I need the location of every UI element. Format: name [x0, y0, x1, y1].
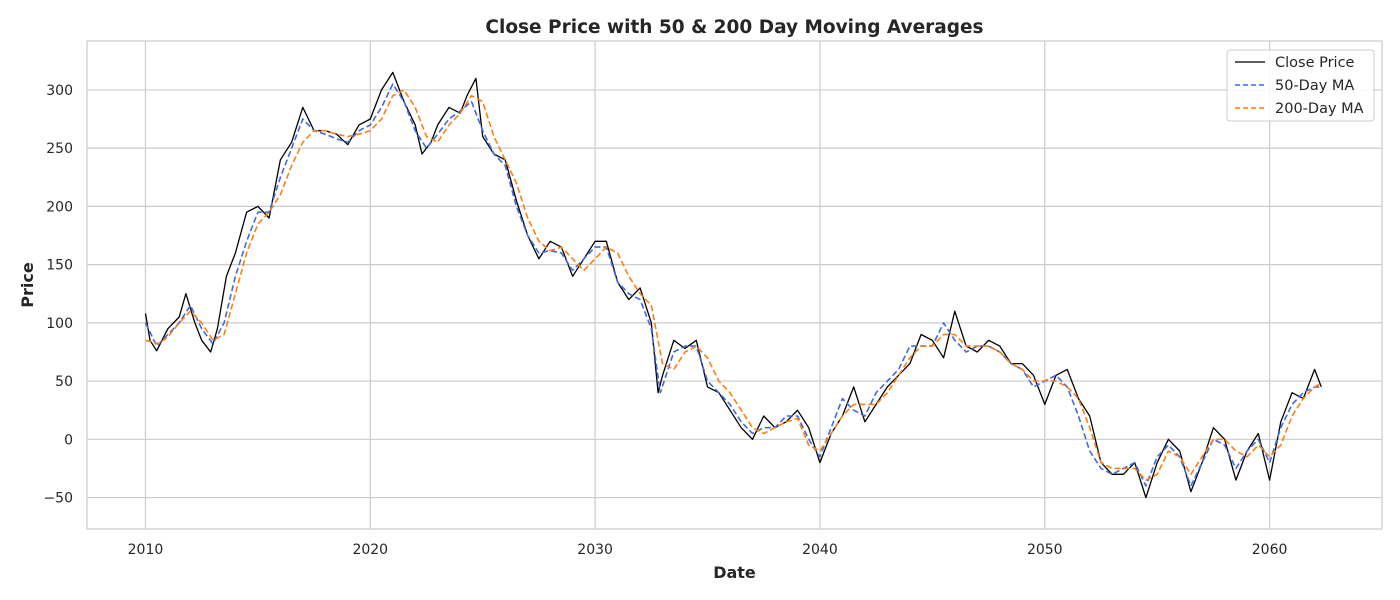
y-tick-label: −50: [43, 491, 73, 507]
y-tick-label: 100: [46, 316, 73, 332]
series-line-50-day-ma: [144, 83, 1322, 487]
y-tick-label: 250: [46, 141, 73, 157]
series-line-200-day-ma: [145, 89, 1322, 481]
chart-title: Close Price with 50 & 200 Day Moving Ave…: [485, 17, 983, 38]
series-line-close-price: [144, 71, 1322, 499]
y-tick-label: 200: [46, 199, 73, 215]
x-tick-label: 2010: [128, 542, 164, 558]
series-lines: [144, 71, 1322, 499]
y-tick-label: 0: [64, 432, 73, 448]
legend-label-50-day-ma: 50-Day MA: [1275, 78, 1354, 94]
y-tick-label: 300: [46, 83, 73, 99]
x-tick-label: 2050: [1027, 542, 1063, 558]
legend: Close Price 50-Day MA 200-Day MA: [1226, 49, 1375, 122]
legend-box: [1226, 49, 1375, 122]
x-tick-label: 2020: [352, 542, 388, 558]
legend-label-close-price: Close Price: [1275, 55, 1355, 71]
plot-area-frame: [86, 40, 1383, 530]
y-tick-label: 150: [46, 258, 73, 274]
grid-lines: [87, 41, 1382, 529]
x-axis-title: Date: [713, 563, 756, 582]
x-tick-label: 2040: [802, 542, 838, 558]
y-tick-label: 50: [55, 374, 73, 390]
x-tick-label: 2060: [1252, 542, 1288, 558]
x-tick-label: 2030: [577, 542, 613, 558]
y-axis-title: Price: [18, 262, 37, 308]
y-axis-ticks: −50 0 50 100 150 200 250 300: [43, 83, 73, 507]
x-axis-ticks: 2010 2020 2030 2040 2050 2060: [128, 542, 1288, 558]
legend-label-200-day-ma: 200-Day MA: [1275, 101, 1364, 117]
